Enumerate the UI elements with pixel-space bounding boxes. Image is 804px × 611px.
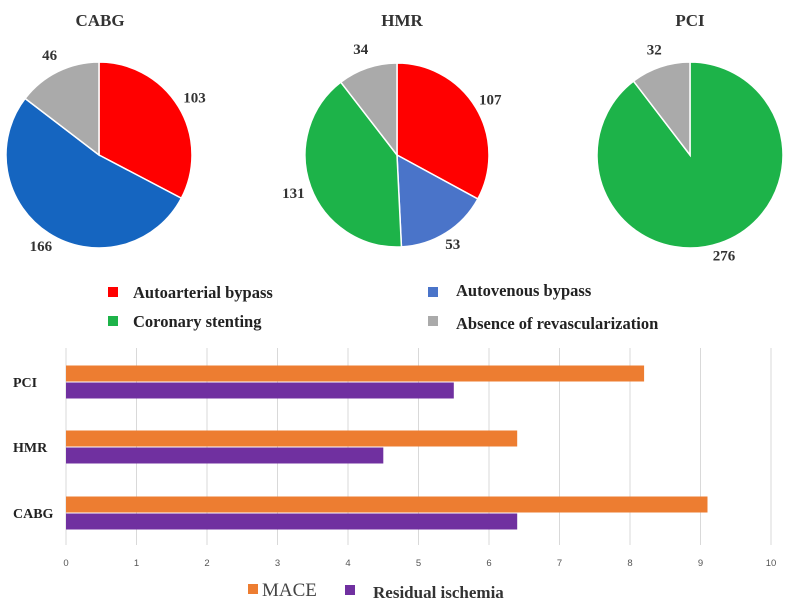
pie-slice-hmr-autovenous-bypass [396,153,479,248]
pie-slice-pci-absence-of-revascularization [632,61,691,158]
pie-data-label-hmr-autoarterial-bypass: 107 [479,93,502,109]
pie-legend: Autoarterial bypass Autovenous bypass Co… [108,281,658,333]
x-tick-label-0: 0 [63,558,68,569]
bar-hmr-residual-ischemia [66,447,384,464]
y-tick-label-hmr: HMR [13,441,48,456]
pie-title-hmr: HMR [381,11,423,30]
x-tick-label-10: 10 [766,558,777,569]
pie-slice-hmr-autoarterial-bypass [396,62,490,200]
legend-label-mace: MACE [262,580,317,601]
x-tick-label-4: 4 [345,558,350,569]
pie-slice-cabg-autoarterial-bypass [98,61,193,200]
pie-chart-hmr: 107 53 131 34 [282,42,502,253]
legend-label-stenting: Coronary stenting [133,312,262,331]
pie-slice-hmr-absence-of-revascularization [339,62,398,158]
pie-data-label-cabg-absence-of-revascularization: 46 [42,48,58,64]
x-tick-label-8: 8 [627,558,632,569]
x-tick-label-5: 5 [416,558,421,569]
bar-legend: MACE Residual ischemia [248,580,504,602]
x-tick-label-9: 9 [698,558,703,569]
pie-slice-hmr-coronary-stenting [304,81,403,248]
x-tick-label-7: 7 [557,558,562,569]
pie-slice-cabg-absence-of-revascularization [24,61,100,157]
bar-chart-bars [66,365,708,530]
pie-chart-pci: 276 32 [596,42,784,264]
pie-data-label-hmr-autovenous-bypass: 53 [445,237,460,253]
x-tick-label-2: 2 [204,558,209,569]
pie-data-label-pci-absence-of-revascularization: 32 [647,42,662,58]
legend-swatch-absence [428,316,438,326]
bar-chart-x-ticks: 0 1 2 3 4 5 6 7 8 9 10 [63,558,776,569]
bar-pci-mace [66,365,645,382]
legend-label-autovenous: Autovenous bypass [456,281,592,300]
legend-swatch-stenting [108,316,118,326]
legend-label-residual-ischemia: Residual ischemia [373,583,504,602]
y-tick-label-pci: PCI [13,376,37,391]
bar-chart-y-ticks: PCI HMR CABG [13,376,54,522]
x-tick-label-3: 3 [275,558,280,569]
y-tick-label-cabg: CABG [13,507,54,522]
x-tick-label-1: 1 [134,558,139,569]
pie-slice-cabg-autovenous-bypass [5,97,183,249]
bar-hmr-mace [66,430,518,447]
bar-pci-residual-ischemia [66,382,454,399]
pie-data-label-hmr-coronary-stenting: 131 [282,186,305,202]
x-tick-label-6: 6 [486,558,491,569]
bar-cabg-mace [66,496,708,513]
legend-swatch-residual [345,585,355,595]
legend-swatch-autovenous [428,287,438,297]
pie-chart-cabg: 103 166 46 [5,48,206,255]
pie-data-label-hmr-absence-of-revascularization: 34 [353,42,369,58]
legend-label-absence: Absence of revascularization [456,314,658,333]
pie-title-cabg: CABG [75,11,124,30]
pie-data-label-cabg-autoarterial-bypass: 103 [183,90,206,106]
pie-data-label-cabg-autovenous-bypass: 166 [30,239,53,255]
pie-data-label-pci-coronary-stenting: 276 [713,248,736,264]
bar-cabg-residual-ischemia [66,513,518,530]
pie-title-pci: PCI [675,11,705,30]
legend-swatch-autoarterial [108,287,118,297]
legend-label-autoarterial: Autoarterial bypass [133,283,273,302]
legend-swatch-mace [248,584,258,594]
